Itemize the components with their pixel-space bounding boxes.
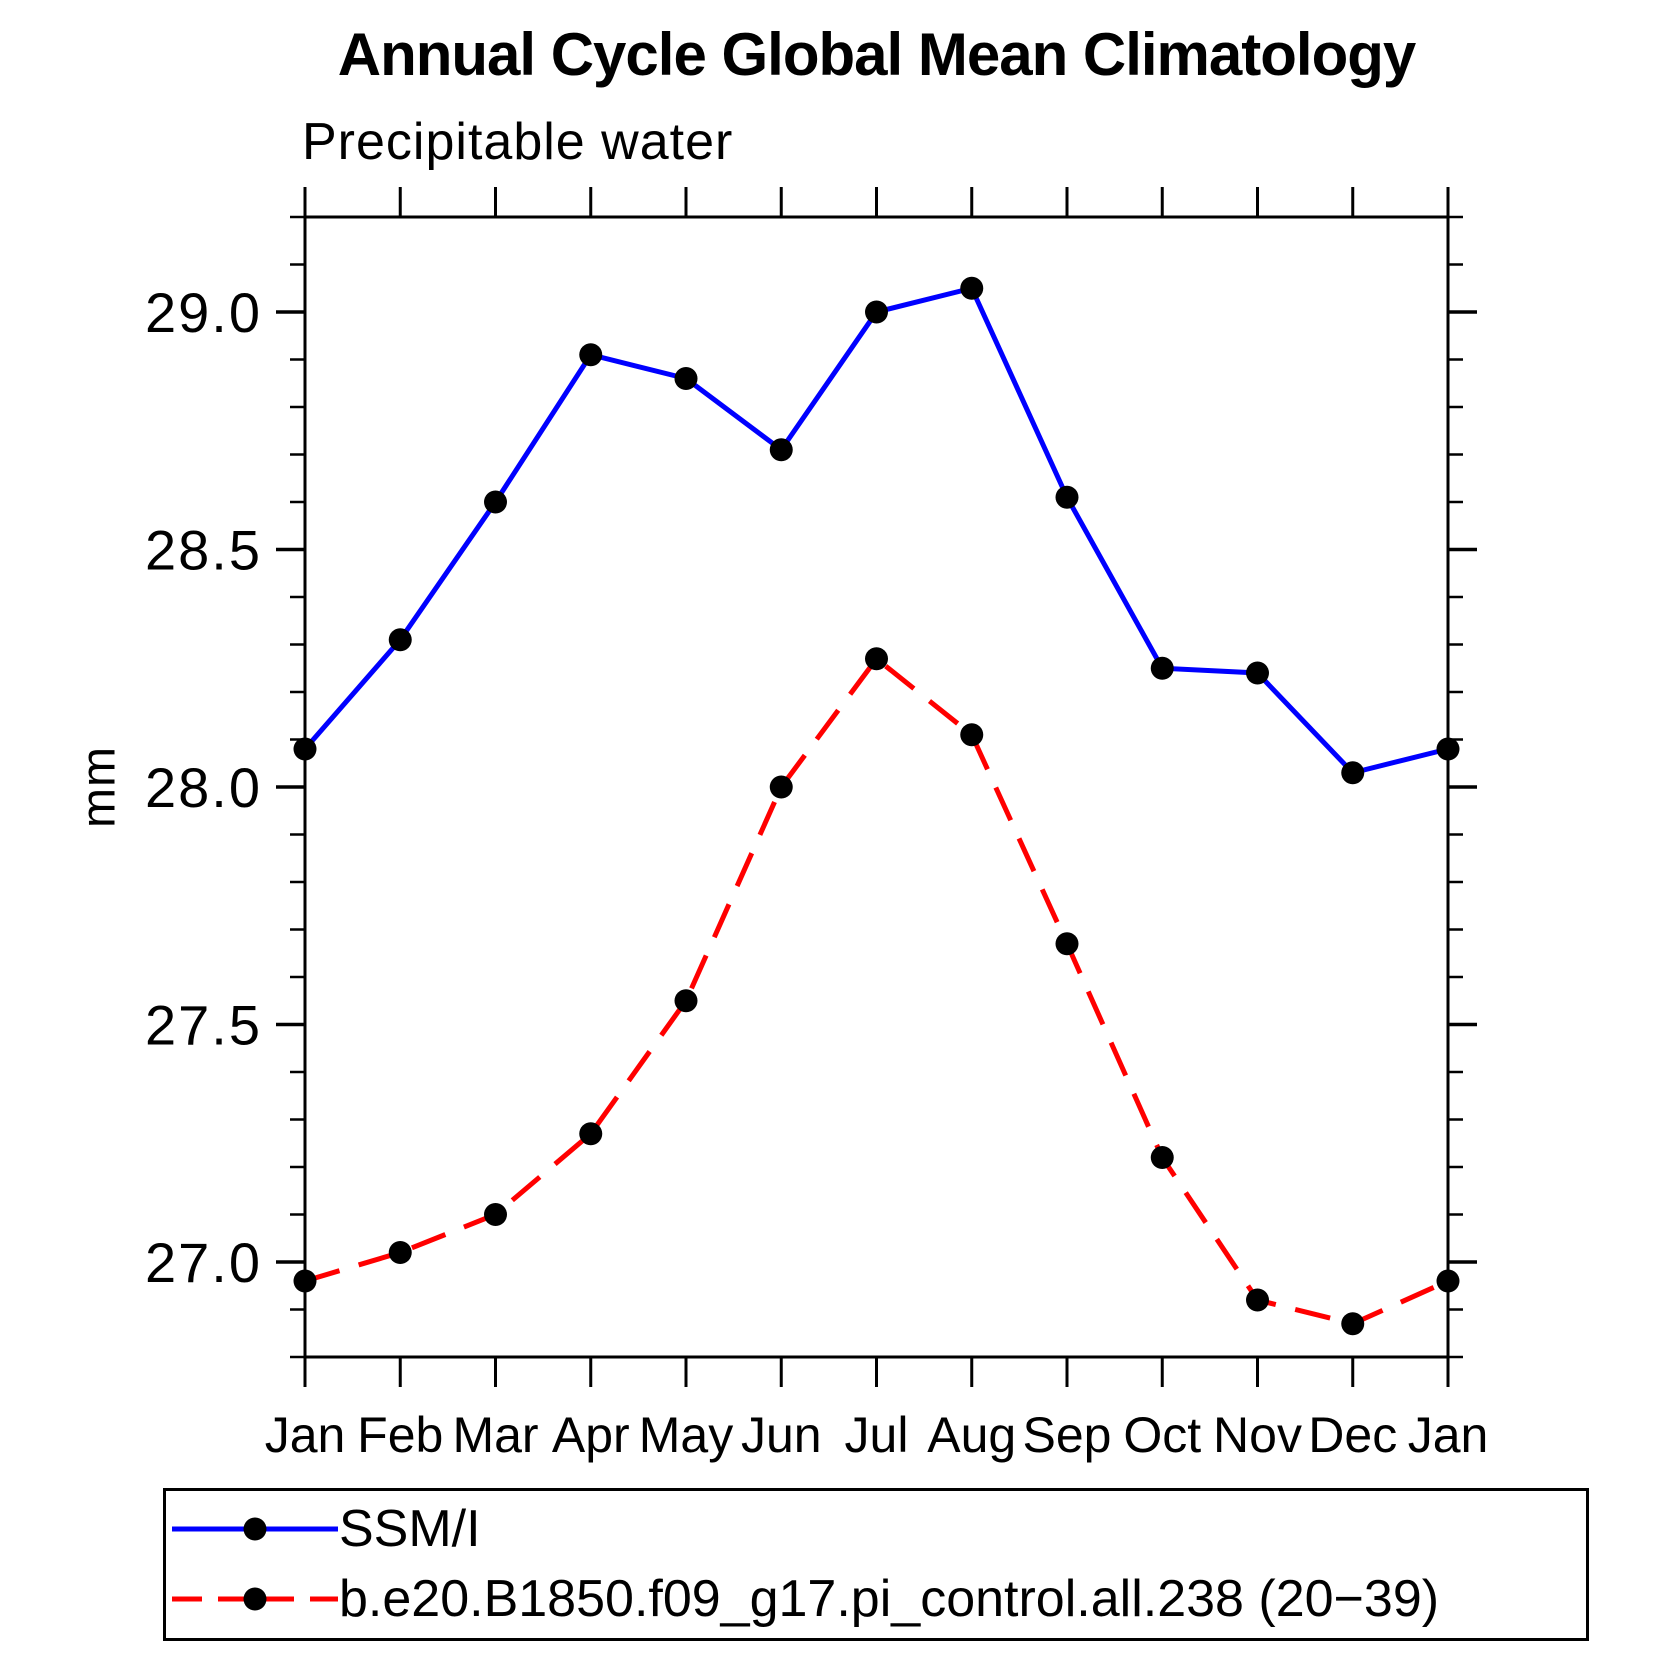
y-tick-label: 29.0 <box>145 281 262 344</box>
series-0-marker <box>1150 656 1174 680</box>
series-1-marker <box>1055 932 1079 956</box>
series-0-marker <box>579 343 603 367</box>
series-0-marker <box>769 438 793 462</box>
x-tick-label: May <box>639 1407 733 1463</box>
x-tick-label: Feb <box>357 1407 443 1463</box>
series-1-marker <box>1436 1269 1460 1293</box>
series-1-marker <box>865 647 888 671</box>
legend-label-ssmi: SSM/I <box>339 1500 481 1558</box>
series-1-marker <box>388 1241 412 1264</box>
series-1-marker <box>484 1203 507 1226</box>
series-1-marker <box>1150 1146 1174 1169</box>
x-tick-label: Dec <box>1308 1407 1397 1463</box>
x-tick-label: Jan <box>1408 1407 1489 1463</box>
x-tick-label: Apr <box>552 1407 630 1463</box>
series-1-marker <box>1246 1288 1269 1312</box>
series-0-marker <box>1055 485 1079 509</box>
x-tick-label: Sep <box>1023 1407 1112 1463</box>
legend-box: SSM/I b.e20.B1850.f09_g17.pi_control.all… <box>163 1488 1589 1641</box>
y-tick-label: 28.5 <box>145 519 262 582</box>
series-0-marker <box>865 300 888 324</box>
x-tick-label: Oct <box>1123 1407 1201 1463</box>
legend-item-ssmi: SSM/I <box>166 1493 1586 1565</box>
series-0-marker <box>1341 761 1365 785</box>
x-tick-label: Jun <box>741 1407 822 1463</box>
series-1-marker <box>769 775 793 799</box>
series-0-marker <box>1436 737 1460 761</box>
chart-subtitle: Precipitable water <box>302 113 734 171</box>
series-1-marker <box>960 723 984 747</box>
legend-marker-circle-icon <box>243 1517 267 1541</box>
legend-sample-dashed-line <box>172 1587 338 1611</box>
legend-item-model: b.e20.B1850.f09_g17.pi_control.all.238 (… <box>166 1563 1586 1635</box>
x-tick-label: Jul <box>845 1407 909 1463</box>
x-tick-label: Aug <box>927 1407 1016 1463</box>
y-tick-label: 27.5 <box>145 994 262 1057</box>
series-0-marker <box>484 490 507 514</box>
series-line-1 <box>304 655 1450 1327</box>
x-tick-label: Nov <box>1213 1407 1302 1463</box>
series-0-marker <box>293 737 317 761</box>
x-tick-label: Mar <box>452 1407 538 1463</box>
plot-frame <box>303 215 1450 1359</box>
legend-label-model: b.e20.B1850.f09_g17.pi_control.all.238 (… <box>339 1570 1440 1628</box>
legend-marker-circle-icon <box>243 1587 267 1611</box>
x-tick-label: Jan <box>265 1407 346 1463</box>
y-tick-label: 28.0 <box>145 756 262 819</box>
series-1-marker <box>1341 1312 1365 1336</box>
series-0-marker <box>674 367 698 390</box>
series-0-marker <box>388 628 412 652</box>
series-0-marker <box>1246 661 1269 685</box>
series-1-marker <box>579 1122 603 1146</box>
series-1-marker <box>293 1269 317 1293</box>
series-0-marker <box>960 276 984 300</box>
legend-sample-solid-line <box>172 1517 338 1541</box>
series-1-marker <box>674 989 698 1013</box>
chart-title: Annual Cycle Global Mean Climatology <box>337 21 1417 88</box>
series-line-0 <box>303 285 1449 776</box>
y-tick-label: 27.0 <box>145 1231 262 1294</box>
